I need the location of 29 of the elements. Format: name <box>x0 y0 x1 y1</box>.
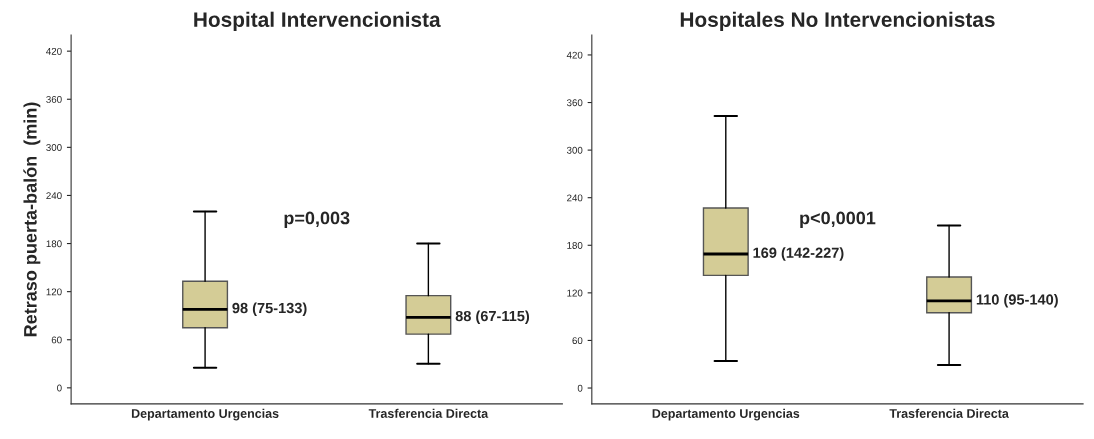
x-tick-label: Trasferencia Directa <box>368 408 489 418</box>
y-tick-label: 300 <box>566 146 583 154</box>
x-tick-label: Trasferencia Directa <box>889 408 1009 418</box>
chart-title: Hospital Intervencionista <box>194 11 441 32</box>
chart-title: Hospitales No Intervencionistas <box>680 11 995 32</box>
y-tick-label: 180 <box>567 242 583 249</box>
x-tick-label: Departamento Urgencias <box>131 408 279 421</box>
y-tick-label: 60 <box>572 337 583 345</box>
annotation: 110 (95-140) <box>976 293 1058 308</box>
y-tick-label: 360 <box>566 99 583 107</box>
y-tick-label: 60 <box>51 336 62 344</box>
x-tick-label: Departamento Urgencias <box>652 408 800 421</box>
annotation: 98 (75-133) <box>232 302 307 317</box>
y-axis-title: Retraso puerta-balón (min) <box>23 102 41 337</box>
y-tick-label: 420 <box>46 47 62 55</box>
y-tick-label: 120 <box>567 289 583 297</box>
annotation: p<0,0001 <box>800 211 876 228</box>
y-tick-label: 240 <box>46 192 62 200</box>
y-tick-label: 360 <box>46 95 62 103</box>
y-tick-label: 0 <box>57 384 62 392</box>
annotation: 169 (142-227) <box>753 247 844 261</box>
y-tick-label: 300 <box>46 144 62 151</box>
y-tick-label: 180 <box>46 240 62 248</box>
y-tick-label: 120 <box>46 288 62 296</box>
y-tick-label: 420 <box>566 51 583 59</box>
annotation: 88 (67-115) <box>455 310 530 325</box>
y-tick-label: 0 <box>577 384 583 392</box>
y-tick-label: 240 <box>567 194 583 202</box>
annotation: p=0,003 <box>284 211 350 228</box>
